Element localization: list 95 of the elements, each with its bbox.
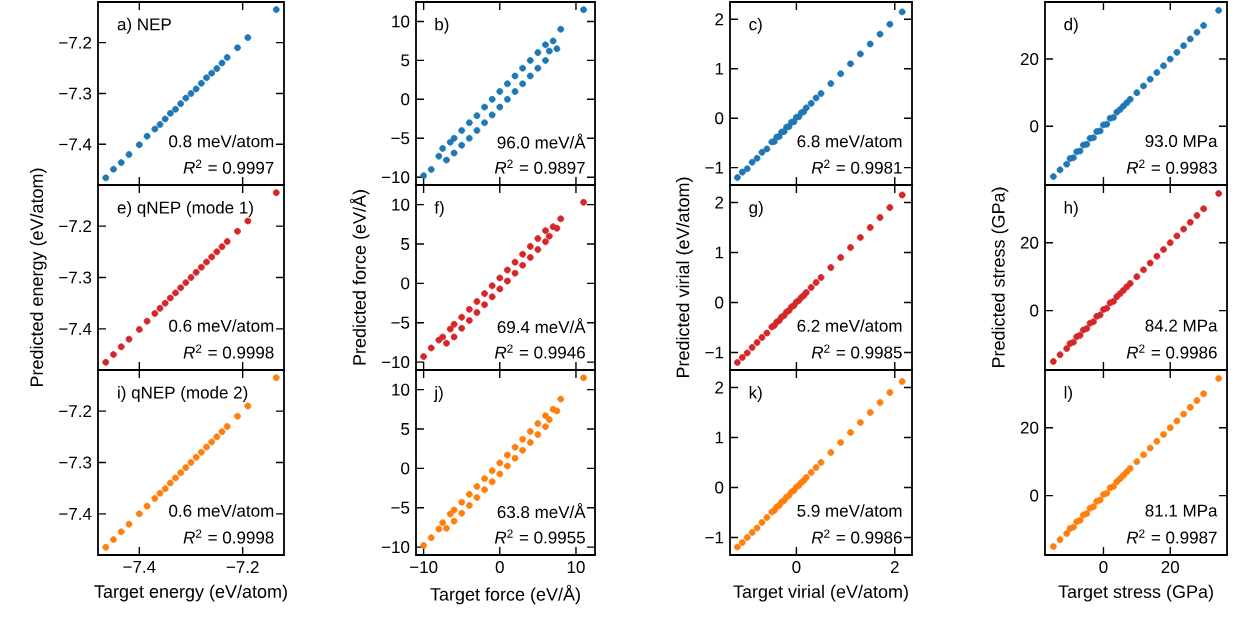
- annotation: k): [749, 386, 762, 402]
- annotation: R$^{2}$ = 0.9946: [494, 344, 585, 359]
- annotation: 0.6 meV/atom: [169, 504, 274, 517]
- y-tick-label: 2: [715, 196, 724, 209]
- x-tick-label: 10: [567, 561, 585, 574]
- x-tick-label: 20: [1161, 561, 1180, 574]
- y-axis-title: Predicted virial (eV/atom): [676, 177, 693, 378]
- y-tick-label: −7.3: [59, 87, 92, 100]
- y-tick-label: −7.4: [59, 138, 92, 151]
- y-tick-label: −10: [381, 171, 410, 184]
- y-tick-label: 0: [1030, 304, 1039, 317]
- annotation: 6.2 meV/atom: [797, 319, 902, 332]
- y-tick-label: 0: [715, 112, 724, 125]
- y-tick-label: 5: [401, 423, 410, 435]
- y-tick-label: −7.3: [59, 271, 92, 284]
- x-tick-label: −10: [410, 561, 438, 574]
- annotation: R$^{2}$ = 0.9981: [811, 159, 902, 174]
- annotation: R$^{2}$ = 0.9986: [811, 529, 902, 544]
- y-tick-label: 0: [715, 296, 724, 309]
- y-tick-label: −5: [391, 316, 410, 329]
- annotation: R$^{2}$ = 0.9987: [1126, 529, 1217, 544]
- x-tick-label: 0: [495, 561, 504, 574]
- x-tick-label: −7.4: [123, 561, 156, 573]
- y-tick-label: −10: [381, 541, 410, 554]
- y-tick-label: −7.4: [59, 323, 92, 335]
- annotation: a) NEP: [117, 17, 171, 34]
- annotation: c): [749, 17, 762, 34]
- y-tick-label: −1: [705, 531, 724, 544]
- annotation: d): [1064, 17, 1078, 34]
- annotation: 6.8 meV/atom: [797, 134, 902, 148]
- y-tick-label: −7.3: [59, 456, 92, 469]
- annotation: R$^{2}$ = 0.9897: [494, 159, 585, 174]
- annotation: R$^{2}$ = 0.9983: [1126, 159, 1217, 174]
- annotation: R$^{2}$ = 0.9998: [183, 344, 274, 359]
- x-axis-title: Target force (eV/Å): [430, 584, 580, 605]
- x-tick-label: 0: [792, 561, 801, 574]
- y-tick-label: 5: [401, 54, 410, 67]
- annotation: g): [749, 201, 763, 217]
- annotation: 0.6 meV/atom: [169, 319, 274, 332]
- y-tick-label: 0: [1030, 489, 1039, 502]
- x-axis-title: Target energy (eV/atom): [94, 584, 287, 602]
- y-axis-title: Predicted force (eV/Å): [349, 190, 370, 365]
- y-tick-label: 0: [401, 93, 410, 106]
- y-tick-label: −7.4: [59, 508, 92, 520]
- y-tick-label: 0: [715, 481, 724, 494]
- y-tick-label: 5: [401, 238, 410, 250]
- x-axis-title: Target virial (eV/atom): [733, 584, 908, 602]
- y-tick-label: 20: [1020, 236, 1039, 249]
- annotation: 69.4 meV/Å: [497, 318, 586, 334]
- y-tick-label: −7.2: [59, 36, 92, 49]
- y-tick-label: 20: [1020, 421, 1039, 434]
- annotation: 84.2 MPa: [1145, 319, 1218, 332]
- annotation: l): [1064, 386, 1072, 402]
- y-tick-label: −10: [381, 356, 410, 369]
- y-tick-label: −5: [391, 501, 410, 514]
- annotation: R$^{2}$ = 0.9998: [183, 529, 274, 544]
- annotation: 63.8 meV/Å: [497, 503, 586, 519]
- y-tick-label: 10: [392, 15, 410, 28]
- y-tick-label: 10: [392, 383, 410, 396]
- y-tick-label: 1: [715, 62, 724, 75]
- y-tick-label: 2: [715, 13, 724, 26]
- y-tick-label: 1: [715, 246, 724, 259]
- y-axis-title: Predicted stress (GPa): [991, 187, 1009, 368]
- y-axis-title: Predicted energy (eV/atom): [29, 168, 47, 387]
- annotation: R$^{2}$ = 0.9955: [494, 529, 585, 544]
- annotation: h): [1064, 201, 1078, 217]
- y-tick-label: 0: [401, 462, 410, 475]
- annotation: R$^{2}$ = 0.9997: [183, 159, 274, 174]
- y-tick-label: −7.2: [59, 220, 92, 233]
- x-tick-label: 0: [1099, 561, 1108, 574]
- y-tick-label: 10: [392, 198, 410, 211]
- x-tick-label: 2: [890, 561, 899, 573]
- x-axis-title: Target stress (GPa): [1058, 584, 1213, 602]
- annotation: j): [433, 386, 443, 402]
- annotation: f): [434, 201, 444, 217]
- annotation: R$^{2}$ = 0.9986: [1126, 344, 1217, 359]
- annotation: 5.9 meV/atom: [797, 504, 902, 517]
- annotation: R$^{2}$ = 0.9985: [811, 344, 902, 359]
- y-tick-label: 0: [401, 277, 410, 290]
- annotation: 96.0 meV/Å: [497, 133, 586, 149]
- y-tick-label: −1: [705, 346, 724, 359]
- annotation: b): [435, 17, 449, 34]
- y-tick-label: −1: [705, 161, 724, 174]
- y-tick-label: −5: [391, 132, 410, 145]
- annotation: e) qNEP (mode 1): [117, 201, 253, 217]
- y-tick-label: 2: [715, 381, 724, 394]
- y-tick-label: 0: [1030, 120, 1039, 133]
- x-tick-label: −7.2: [226, 561, 259, 573]
- annotation: i) qNEP (mode 2): [118, 386, 248, 402]
- annotation: 93.0 MPa: [1145, 135, 1218, 148]
- y-tick-label: 20: [1020, 53, 1039, 66]
- annotation: 81.1 MPa: [1145, 504, 1218, 517]
- y-tick-label: 1: [715, 431, 724, 444]
- annotation: 0.8 meV/atom: [169, 134, 274, 148]
- y-tick-label: −7.2: [59, 405, 92, 418]
